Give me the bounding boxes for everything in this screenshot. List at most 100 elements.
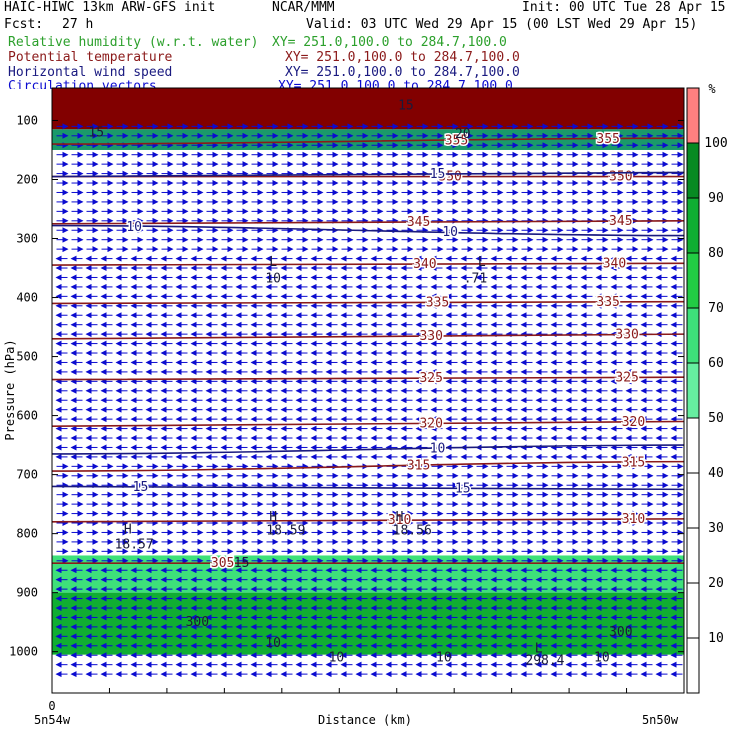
wind-contour	[52, 171, 684, 178]
y-tick-label: 200	[16, 172, 38, 186]
annotation-label: 10	[265, 636, 281, 651]
x-tick-zero: 0	[48, 699, 55, 713]
theta-label: 310	[622, 512, 645, 527]
wind-contour	[52, 485, 684, 491]
x-axis-label: Distance (km)	[318, 713, 412, 727]
colorbar-label: 10	[708, 631, 724, 646]
y-tick-label: 500	[16, 350, 38, 364]
y-tick-label: 800	[16, 527, 38, 541]
theta-contour	[52, 376, 684, 381]
theta-label: 335	[596, 295, 619, 310]
annotation-label: H	[396, 510, 404, 525]
field-rh-xy: XY= 251.0,100.0 to 284.7,100.0	[272, 35, 507, 50]
axes: 0 5n54w 5n50w Distance (km) Pressure (hP…	[3, 113, 685, 727]
theta-label: 315	[622, 455, 645, 470]
colorbar-band	[687, 308, 699, 363]
theta-label: 345	[407, 215, 430, 230]
theta-label: 355	[445, 133, 468, 148]
rh-region	[52, 129, 684, 150]
theta-label: 330	[615, 328, 638, 343]
colorbar-band	[687, 198, 699, 253]
theta-contour	[52, 262, 684, 266]
theta-contour	[52, 220, 684, 225]
annotation-label: L	[478, 255, 486, 270]
circulation-vectors	[55, 123, 684, 678]
y-axis-label: Pressure (hPa)	[3, 339, 17, 440]
annotation-label: H	[124, 523, 132, 538]
colorbar-band	[687, 253, 699, 308]
colorbar-band	[687, 363, 699, 418]
annotation-label: 300	[186, 615, 209, 630]
theta-label: 305	[211, 556, 234, 571]
annotation-label: L	[535, 642, 543, 657]
annotation-label: 300	[609, 625, 632, 640]
theta-contour	[52, 420, 684, 428]
annotation-label: 10	[436, 651, 452, 666]
colorbar-label: 20	[708, 576, 724, 591]
rh-fill-layer	[52, 88, 684, 655]
theta-label: 325	[419, 371, 442, 386]
colorbar: % 10 20 30 40 50 60 70 80 90 100	[686, 82, 728, 694]
colorbar-band	[687, 88, 699, 143]
field-vector-xy: XY= 251.0,100.0 to 284.7,100.0	[278, 80, 513, 89]
theta-label: 335	[426, 295, 449, 310]
fcst-label: Fcst:	[4, 17, 44, 32]
plot-frame	[51, 87, 685, 694]
annotation-label: 18.56	[393, 524, 432, 539]
field-rh-name: Relative humidity (w.r.t. water)	[8, 35, 259, 50]
colorbar-label: 60	[708, 356, 724, 371]
y-tick-label: 300	[16, 232, 38, 246]
field-theta-xy: XY= 251.0,100.0 to 284.7,100.0	[285, 50, 520, 65]
theta-label: 320	[419, 416, 442, 431]
theta-contour	[52, 300, 684, 305]
y-tick-label: 1000	[9, 645, 38, 659]
center-title: NCAR/MMM	[272, 0, 335, 15]
annotation-label: 10	[265, 272, 281, 287]
colorbar-label: 70	[708, 301, 724, 316]
model-title: HAIC-HIWC 13km ARW-GFS init	[4, 0, 216, 15]
rh-region	[52, 592, 684, 655]
field-wind-xy: XY= 251.0,100.0 to 284.7,100.0	[285, 65, 520, 80]
annotation-label: H	[269, 510, 277, 525]
theta-label: 315	[407, 459, 430, 474]
theta-label: 340	[603, 256, 626, 271]
colorbar-label: 100	[704, 136, 727, 151]
annotation-label: 18.59	[266, 524, 305, 539]
colorbar-label: 90	[708, 191, 724, 206]
wind-label: 15	[430, 167, 446, 182]
fcst-value: 27 h	[62, 17, 94, 32]
theta-label: 345	[609, 214, 632, 229]
theta-label: 305	[211, 556, 234, 571]
annotation-label: 10	[594, 651, 610, 666]
wind-label: 10	[442, 225, 458, 240]
colorbar-band	[687, 418, 699, 693]
annotation-label: L	[269, 255, 277, 270]
wind-label: 15	[133, 480, 149, 495]
y-tick-label: 900	[16, 586, 38, 600]
theta-contour	[52, 333, 684, 340]
colorbar-frame	[686, 87, 700, 694]
wind-label: 10	[126, 220, 142, 235]
wind-contour	[52, 444, 684, 455]
wind-contour	[52, 224, 684, 237]
field-wind-name: Horizontal wind speed	[8, 65, 173, 80]
colorbar-unit: %	[708, 82, 716, 96]
y-tick-label: 100	[16, 113, 38, 127]
annotation-label: 18.57	[115, 537, 154, 552]
y-tick-label: 700	[16, 468, 38, 482]
theta-label: 320	[622, 415, 645, 430]
valid-time: Valid: 03 UTC Wed 29 Apr 15 (00 LST Wed …	[306, 17, 698, 32]
annotation-label: 20	[455, 127, 471, 142]
annotation-label: 15	[88, 125, 104, 140]
annotation-label: 10	[329, 651, 345, 666]
annotation-label: .71	[464, 272, 487, 287]
theta-label: 310	[388, 513, 411, 528]
y-tick-label: 400	[16, 291, 38, 305]
init-time: Init: 00 UTC Tue 28 Apr 15	[522, 0, 726, 15]
field-vector-name: Circulation vectors	[8, 80, 157, 89]
colorbar-label: 30	[708, 521, 724, 536]
theta-contour	[52, 518, 684, 523]
